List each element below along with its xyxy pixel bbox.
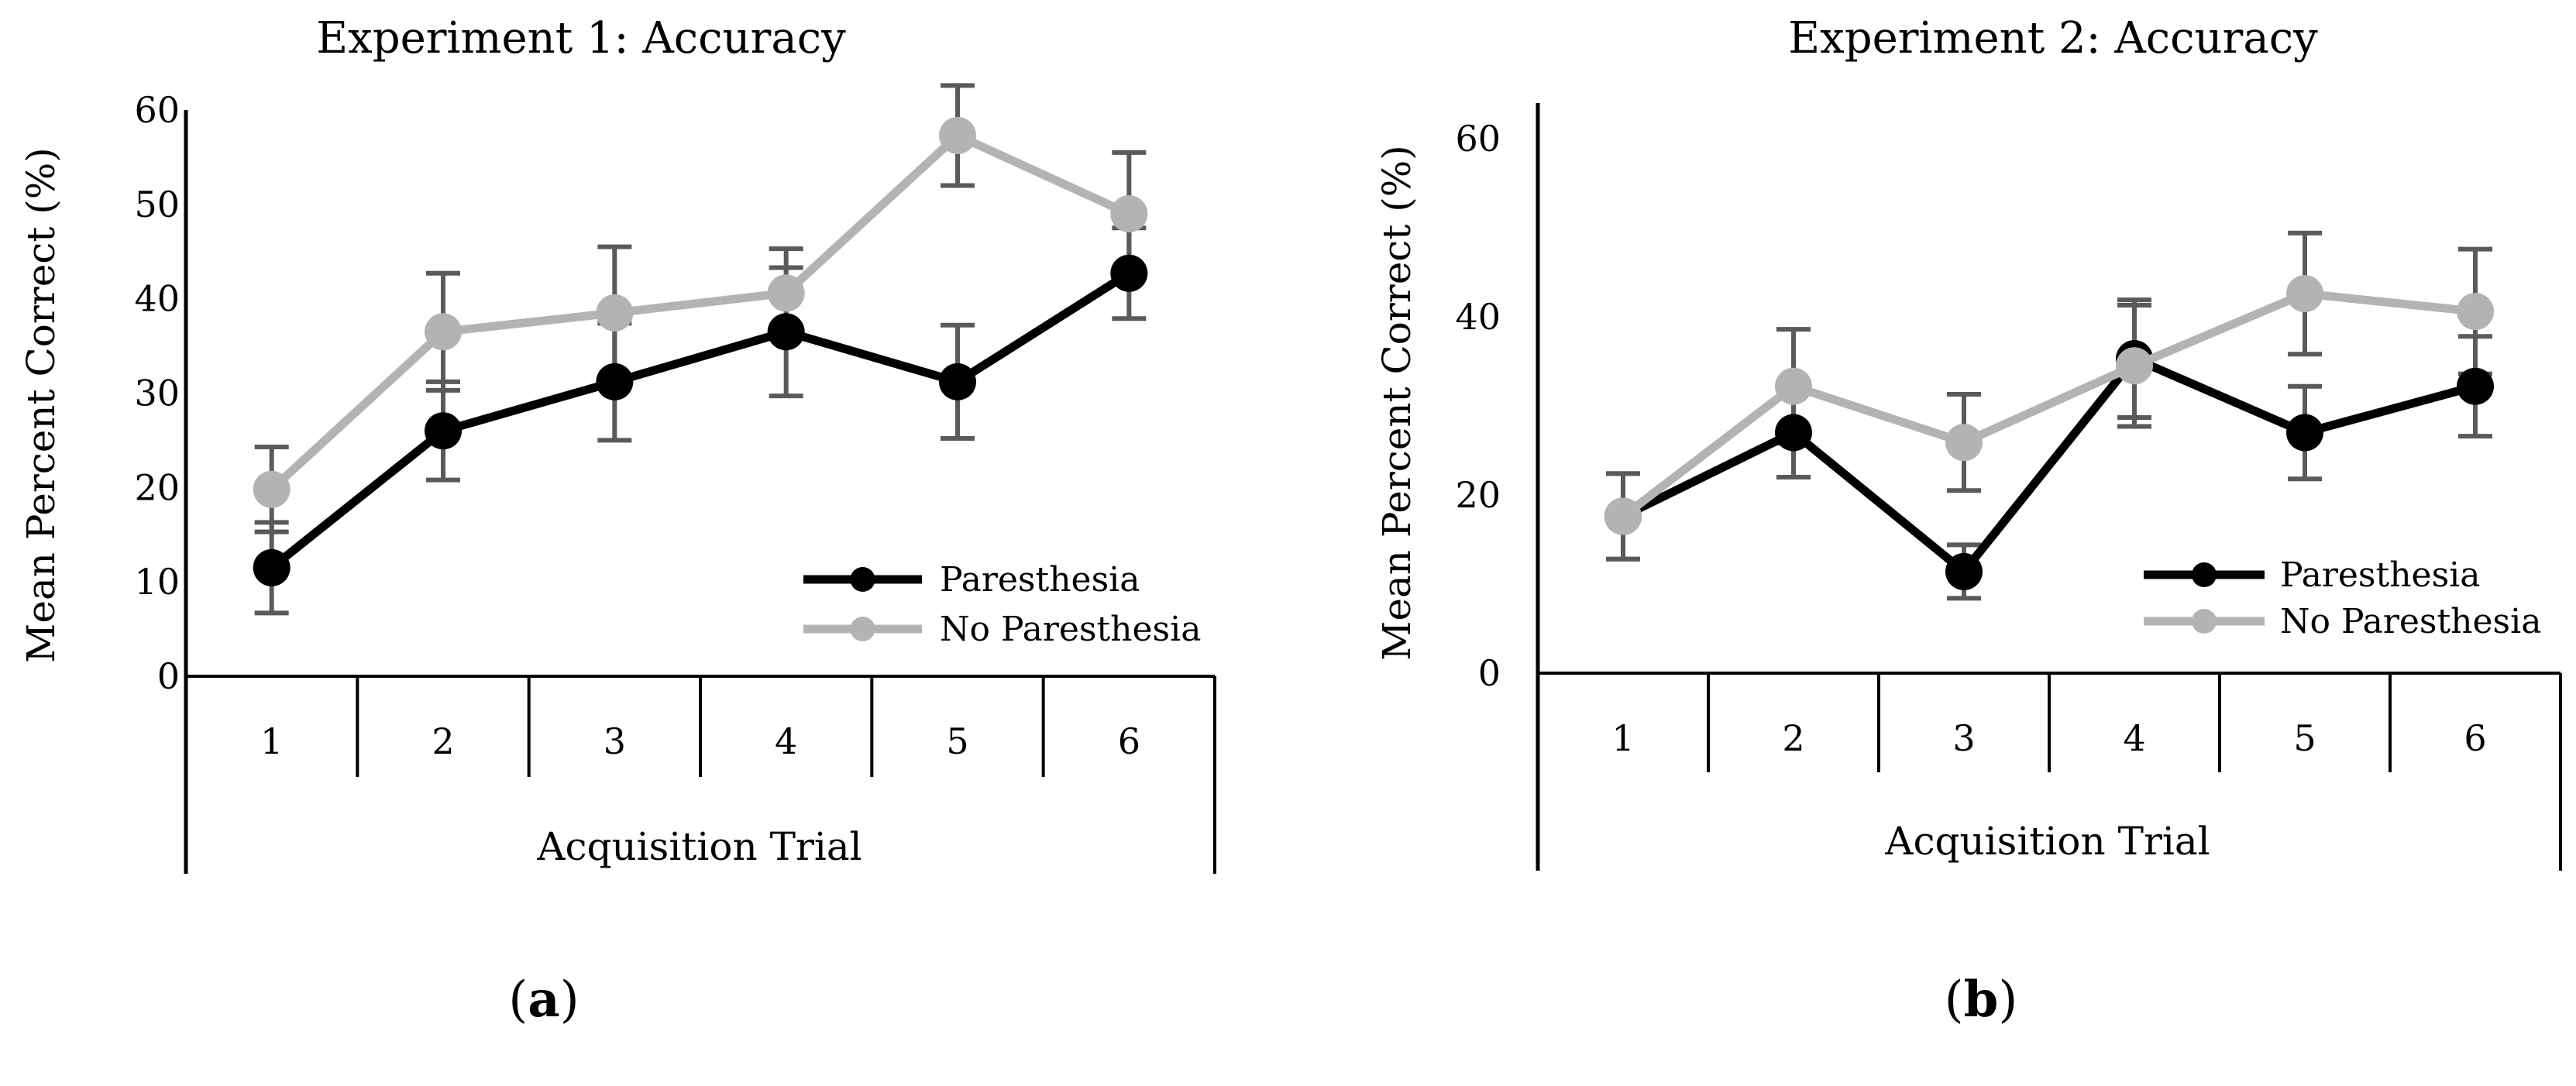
data-point bbox=[1945, 552, 1983, 590]
x-tick-label: 4 bbox=[775, 720, 797, 762]
series-line bbox=[269, 270, 1132, 572]
x-tick-label: 2 bbox=[1782, 717, 1804, 759]
y-tick-label: 40 bbox=[134, 278, 180, 320]
data-point bbox=[767, 313, 805, 351]
data-point bbox=[939, 116, 976, 154]
x-axis-title: Acquisition Trial bbox=[536, 824, 862, 869]
x-tick-label: 4 bbox=[2123, 717, 2145, 759]
data-point bbox=[253, 548, 291, 586]
x-tick-label: 5 bbox=[2293, 717, 2316, 759]
panel-letter: a bbox=[528, 971, 559, 1029]
y-tick-label: 60 bbox=[1455, 118, 1501, 160]
legend: Paresthesia No Paresthesia bbox=[803, 560, 1201, 649]
series-line bbox=[268, 131, 1131, 493]
legend: Paresthesia No Paresthesia bbox=[2144, 555, 2541, 641]
data-point bbox=[939, 363, 976, 400]
y-tick-label: 30 bbox=[134, 373, 180, 414]
y-tick-label: 40 bbox=[1455, 296, 1501, 338]
y-tick-label: 0 bbox=[1478, 652, 1501, 694]
data-point bbox=[767, 274, 805, 312]
legend-marker bbox=[850, 567, 875, 592]
axes bbox=[1536, 103, 2562, 871]
axes bbox=[184, 110, 1216, 874]
y-tick-labels: 0 20 40 60 bbox=[1455, 118, 1501, 694]
y-tick-label: 50 bbox=[134, 184, 180, 225]
data-point bbox=[1110, 254, 1148, 292]
data-point bbox=[2457, 367, 2494, 405]
y-tick-label: 20 bbox=[134, 466, 180, 508]
plot-area bbox=[1604, 230, 2494, 601]
plot-area bbox=[253, 83, 1148, 616]
data-point bbox=[596, 363, 634, 400]
y-tick-label: 10 bbox=[134, 561, 180, 603]
x-tick-labels: 1 2 3 4 5 6 bbox=[1611, 717, 2486, 759]
legend-marker bbox=[2192, 609, 2217, 634]
chart-panel-a: Experiment 1: Accuracy Mean Percent Corr… bbox=[19, 13, 1216, 1029]
x-tick-label: 2 bbox=[432, 720, 454, 762]
data-point bbox=[596, 294, 634, 332]
data-point bbox=[2286, 275, 2323, 313]
panel-label-a: (a) bbox=[508, 971, 579, 1029]
data-point bbox=[425, 412, 462, 450]
chart-title: Experiment 1: Accuracy bbox=[316, 13, 846, 64]
y-tick-label: 20 bbox=[1455, 474, 1501, 516]
data-point bbox=[2457, 293, 2494, 331]
x-tick-label: 1 bbox=[260, 720, 283, 762]
data-point bbox=[1604, 497, 1642, 535]
x-tick-label: 5 bbox=[946, 720, 968, 762]
x-tick-label: 6 bbox=[2464, 717, 2486, 759]
data-point bbox=[2286, 414, 2323, 452]
legend-label: No Paresthesia bbox=[2280, 602, 2541, 641]
data-point bbox=[1775, 367, 1812, 405]
y-tick-label: 0 bbox=[157, 655, 180, 697]
panel-label-b: (b) bbox=[1945, 971, 2018, 1029]
chart-title: Experiment 2: Accuracy bbox=[1788, 13, 2318, 64]
x-tick-label: 6 bbox=[1118, 720, 1140, 762]
series-line bbox=[1621, 354, 2477, 576]
data-point bbox=[2116, 347, 2153, 385]
chart-panel-b: Experiment 2: Accuracy Mean Percent Corr… bbox=[1374, 13, 2562, 1029]
legend-label: No Paresthesia bbox=[940, 610, 1201, 649]
x-tick-label: 1 bbox=[1611, 717, 1634, 759]
x-tick-label: 3 bbox=[604, 720, 626, 762]
series-line bbox=[1620, 289, 2476, 520]
y-tick-labels: 0 10 20 30 40 50 60 bbox=[134, 89, 180, 697]
data-point bbox=[425, 313, 462, 351]
legend-marker bbox=[850, 617, 875, 641]
x-tick-label: 3 bbox=[1952, 717, 1975, 759]
data-point bbox=[253, 470, 291, 508]
legend-label: Paresthesia bbox=[940, 560, 1140, 600]
y-tick-label: 60 bbox=[134, 89, 180, 131]
data-point bbox=[1110, 195, 1148, 233]
panel-letter: b bbox=[1964, 971, 1999, 1029]
x-tick-labels: 1 2 3 4 5 6 bbox=[260, 720, 1140, 762]
data-point bbox=[1945, 424, 1983, 462]
legend-label: Paresthesia bbox=[2280, 555, 2480, 595]
y-axis-title: Mean Percent Correct (%) bbox=[1374, 145, 1419, 661]
legend-marker bbox=[2192, 562, 2217, 587]
data-point bbox=[1775, 414, 1812, 452]
x-axis-title: Acquisition Trial bbox=[1884, 819, 2210, 864]
y-axis-title: Mean Percent Correct (%) bbox=[19, 147, 64, 663]
